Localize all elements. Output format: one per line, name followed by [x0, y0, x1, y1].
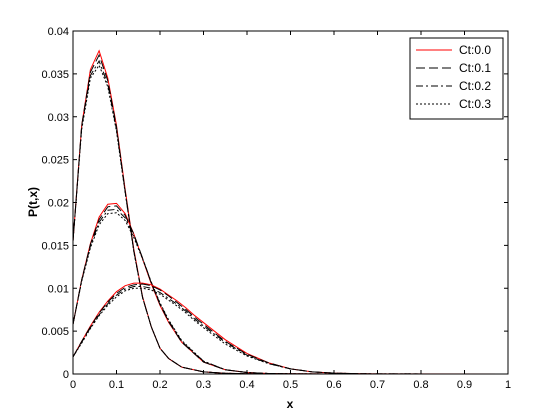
y-tick-label: 0.025	[41, 155, 69, 167]
y-tick-label: 0.04	[48, 26, 69, 38]
legend: Ct:0.0 Ct:0.1 Ct:0.2 Ct:0.3	[409, 37, 504, 120]
x-tick-label: 1	[505, 379, 511, 391]
x-axis: 0 0.1 0.2 0.3 0.4 0.5 0.6 0.7 0.8 0.9 1	[70, 31, 511, 391]
y-tick-label: 0.005	[41, 326, 69, 338]
legend-label: Ct:0.3	[459, 97, 491, 111]
y-axis-title: P(t,x)	[26, 187, 40, 217]
x-tick-label: 0.6	[326, 379, 341, 391]
y-tick-label: 0.035	[41, 69, 69, 81]
x-tick-label: 0.5	[283, 379, 298, 391]
x-tick-label: 0.9	[457, 379, 472, 391]
series-line-c-01	[72, 283, 509, 375]
x-tick-label: 0.8	[413, 379, 428, 391]
series-line-c-02	[72, 286, 509, 375]
x-tick-label: 0.4	[239, 379, 254, 391]
x-axis-title: x	[287, 397, 294, 411]
legend-label: Ct:0.0	[459, 43, 491, 57]
legend-label: Ct:0.1	[459, 61, 491, 75]
series-line-b-02	[72, 208, 508, 375]
legend-label: Ct:0.2	[459, 79, 491, 93]
y-tick-label: 0.03	[48, 112, 69, 124]
x-tick-label: 0.1	[109, 379, 124, 391]
x-tick-label: 0.7	[370, 379, 385, 391]
y-axis: 0 0.005 0.01 0.015 0.02 0.025 0.03 0.035 0.04	[41, 26, 508, 381]
x-tick-label: 0	[70, 379, 76, 391]
y-tick-label: 0.01	[48, 283, 69, 295]
x-tick-label: 0.2	[152, 379, 167, 391]
y-tick-label: 0	[63, 369, 69, 381]
series-line-a-01	[72, 53, 508, 375]
y-tick-label: 0.02	[48, 198, 69, 210]
x-tick-label: 0.3	[196, 379, 211, 391]
y-tick-label: 0.015	[41, 240, 69, 252]
legend-box	[409, 37, 504, 120]
